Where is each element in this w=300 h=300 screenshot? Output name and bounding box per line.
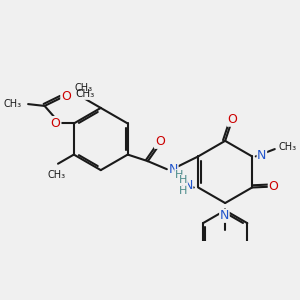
Text: O: O bbox=[61, 89, 71, 103]
Text: CH₃: CH₃ bbox=[278, 142, 296, 152]
Text: N: N bbox=[169, 163, 178, 176]
Text: CH₃: CH₃ bbox=[47, 169, 65, 180]
Text: O: O bbox=[155, 135, 165, 148]
Text: O: O bbox=[227, 113, 237, 126]
Text: H: H bbox=[175, 170, 183, 180]
Text: CH₃: CH₃ bbox=[3, 99, 22, 109]
Text: CH₃: CH₃ bbox=[74, 83, 92, 93]
Text: O: O bbox=[51, 117, 61, 130]
Text: N: N bbox=[220, 209, 229, 222]
Text: H: H bbox=[179, 175, 187, 185]
Text: H: H bbox=[179, 186, 187, 196]
Text: N: N bbox=[183, 179, 193, 192]
Text: CH₃: CH₃ bbox=[75, 89, 94, 99]
Text: N: N bbox=[257, 149, 267, 162]
Text: O: O bbox=[269, 180, 279, 193]
